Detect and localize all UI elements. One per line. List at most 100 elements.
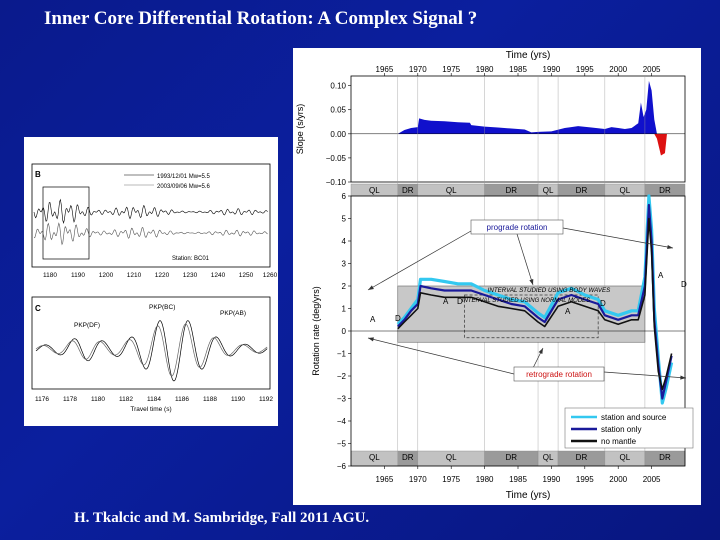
retrograde-box [513,366,605,382]
c-tick: 1178 [63,396,77,403]
rotation-y-tick-label: 0 [342,327,347,336]
period-label: DR [402,186,414,195]
period-label: QL [543,453,554,462]
b-tick: 1230 [183,272,198,279]
annotation-arrow [603,371,687,379]
annotation-arrow [367,337,515,375]
marker-d-3: D [600,299,606,308]
slope-y-ticks: 0.10 0.05 0.00 −0.05 −0.10 [326,82,351,187]
rotation-y-tick-label: −1 [337,350,347,359]
slope-negative-area [397,133,667,156]
panel-c-label: C [35,304,41,313]
b-tick: 1240 [211,272,226,279]
rotation-y-tick-label: 3 [342,260,347,269]
period-label: DR [402,453,414,462]
x-tick-label: 1970 [409,65,427,74]
period-label: DR [506,453,518,462]
x-tick-label: 1970 [409,475,427,484]
rotation-svg: Time (yrs) 1965 1970 1975 1980 1985 1990 1995 2… [295,50,694,501]
x-tick-label: 1995 [576,65,594,74]
c-tick: 1182 [119,396,133,403]
marker-a-3: A [565,307,571,316]
x-tick-label: 1990 [543,65,561,74]
seismogram-figure: B 1993/12/01 Mw=5.5 2003/09/06 Mw=5.6 St… [24,137,278,426]
b-tick: 1180 [43,272,57,279]
period-label: DR [576,453,588,462]
b-tick: 1260 [263,272,278,279]
legend-no-mantle: no mantle [601,437,637,446]
rotation-y-tick-label: −6 [337,462,347,471]
rotation-y-tick-label: 6 [342,192,347,201]
x-tick-label: 1995 [576,475,594,484]
x-tick-label: 2005 [643,65,661,74]
panel-b-frame [31,163,271,268]
waveform-trace-2 [35,323,268,377]
period-label: QL [620,186,631,195]
marker-a-4: A [658,271,664,280]
slide-title: Inner Core Differential Rotation: A Comp… [44,8,478,29]
rotation-figure: Time (yrs) 1965 1970 1975 1980 1985 1990 1995 2… [293,48,701,505]
b-tick: 1250 [239,272,254,279]
rotation-series [396,194,674,405]
x-tick-label: 1975 [442,475,460,484]
retrograde-label: retrograde rotation [526,370,592,379]
x-tick-label: 1985 [509,65,527,74]
legend-label-1: 1993/12/01 Mw=5.5 [157,174,211,180]
rotation-y-tick-label: −5 [337,440,347,449]
period-label: DR [576,186,588,195]
rotation-y-tick-label: 5 [342,215,347,224]
period-label: QL [543,186,554,195]
c-tick: 1186 [175,396,189,403]
slope-y-tick-label: −0.05 [326,154,347,163]
seismogram-trace-1 [33,198,268,224]
rotation-ylabel: Rotation rate (deg/yrs) [311,286,321,376]
station-label: Station: BC01 [172,256,210,262]
normal-mode-interval-box [464,294,599,339]
c-tick: 1176 [35,396,49,403]
x-tick-label: 1965 [376,65,394,74]
rotation-y-tick-label: 2 [342,282,347,291]
slope-positive-area [397,80,667,134]
panel-b-label: B [35,170,41,179]
bottom-xlabel: Time (yrs) [506,490,551,501]
x-tick-label: 1990 [543,475,561,484]
marker-d-4: D [681,280,687,289]
c-tick: 1192 [259,396,273,403]
period-label: QL [369,453,380,462]
highlight-window [42,186,90,260]
c-tick: 1180 [91,396,105,403]
period-bars: QL DR QL DR QL DR QL DR QL DR QL DR QL DR QL DR [350,76,686,467]
legend-station-only: station only [601,425,641,434]
x-tick-label: 2000 [609,65,627,74]
legend-label-2: 2003/09/06 Mw=5.6 [157,184,211,190]
x-tick-label: 1980 [476,475,494,484]
marker-d-2: D [457,297,463,306]
rotation-y-tick-label: −4 [337,417,347,426]
slope-y-tick-label: 0.10 [330,82,346,91]
b-tick: 1200 [99,272,114,279]
x-tick-label: 1965 [376,475,394,484]
slope-y-tick-label: −0.10 [326,178,347,187]
slope-ylabel: Slope (s/yrs) [295,104,305,155]
panel-c-x-ticks: 1176 1178 1180 1182 1184 1186 1188 1190 … [35,396,273,403]
phase-label-ab: PKP(AB) [220,310,246,317]
x-tick-label: 2000 [609,475,627,484]
panel-b-x-ticks: 1180 1190 1200 1210 1220 1230 1240 1250 … [43,272,278,279]
x-tick-label: 1980 [476,65,494,74]
arrow-head [529,279,534,285]
phase-label-df: PKP(DF) [74,322,100,329]
arrow-head [538,348,543,354]
prograde-box [470,219,564,235]
panel-c-xlabel: Travel time (s) [130,406,171,413]
arrow-head [368,337,374,342]
series-line-no-mantle [397,217,673,391]
annotation-arrow [367,230,472,291]
annotation-arrow [562,227,674,249]
period-label: QL [446,453,457,462]
phase-label-bc: PKP(BC) [149,304,175,311]
top-xlabel: Time (yrs) [506,50,551,61]
b-tick: 1190 [71,272,85,279]
rotation-y-tick-label: −2 [337,372,347,381]
waveform-trace-1 [35,320,268,382]
annotation-arrows [367,227,687,380]
